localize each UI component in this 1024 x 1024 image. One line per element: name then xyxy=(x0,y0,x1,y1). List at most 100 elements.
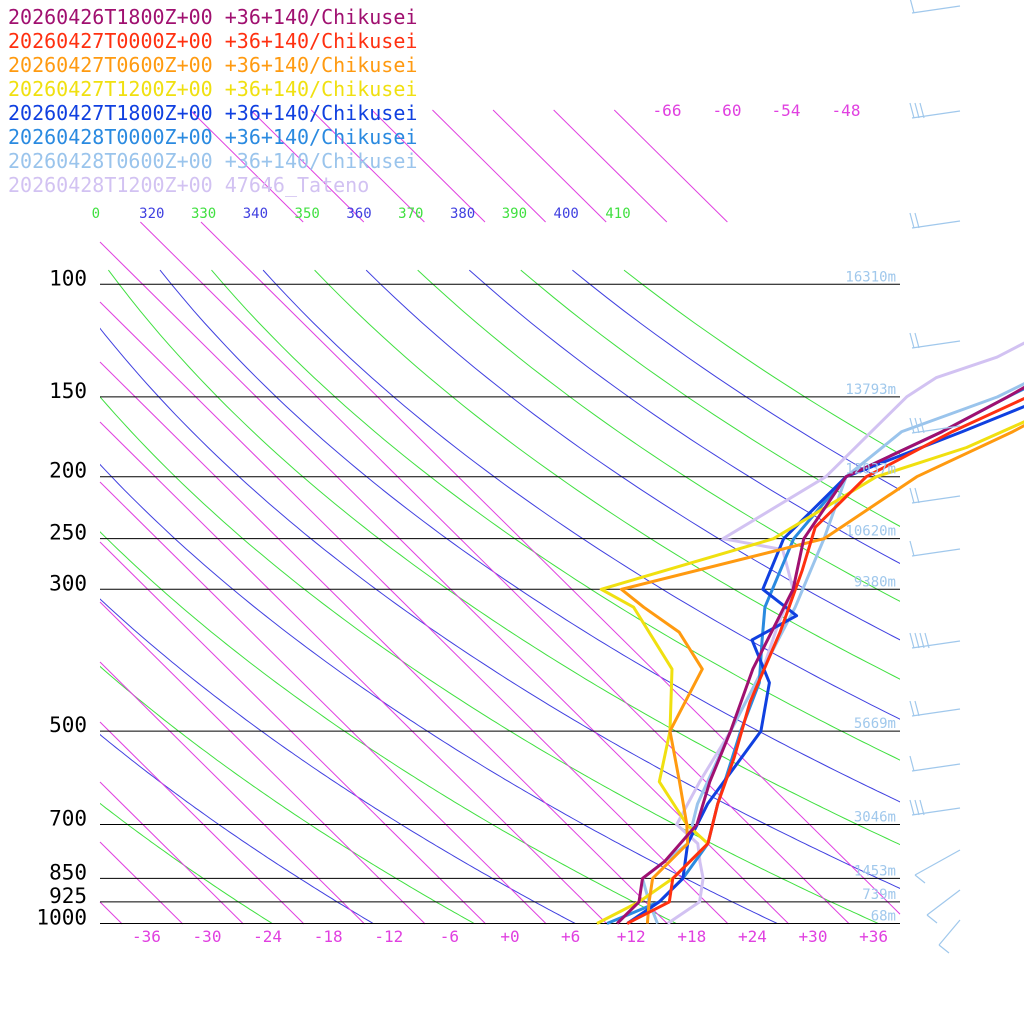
isotherms xyxy=(99,109,901,925)
wind-barb-feather xyxy=(919,799,925,816)
pressure-tick-label: 500 xyxy=(49,713,87,737)
isotherm-line xyxy=(140,221,850,925)
wind-barb-feather xyxy=(914,332,920,349)
wind-barb xyxy=(909,700,961,717)
isotherm-line xyxy=(99,241,790,925)
temperature-tick-label: +0 xyxy=(500,927,519,946)
wind-barb-staff xyxy=(911,5,961,14)
dry-adiabat-line xyxy=(100,327,900,889)
legend-entry: 20260427T0600Z+00 +36+140/Chikusei xyxy=(8,53,417,77)
upper-temperature-label: -66 xyxy=(653,101,682,120)
height-label: 12037m xyxy=(845,462,896,478)
height-label: 1453m xyxy=(854,863,896,879)
wind-barb-feather xyxy=(914,799,920,816)
dry-adiabat-line xyxy=(468,269,900,565)
pressure-tick-label: 925 xyxy=(49,884,87,908)
legend-entry: 20260427T1200Z+00 +36+140/Chikusei xyxy=(8,77,417,101)
isotherm-upper-line xyxy=(250,109,365,223)
wind-barb-feather xyxy=(909,102,915,119)
wind-barb-feather xyxy=(924,632,930,649)
isotherm-line xyxy=(99,661,365,925)
temperature-tick-label: -18 xyxy=(314,927,343,946)
wind-barb-feather xyxy=(914,212,920,229)
dry-adiabat-line xyxy=(100,396,881,924)
isotherm-line xyxy=(99,361,668,925)
wind-barb-staff xyxy=(911,425,961,434)
series-line xyxy=(616,385,1024,925)
temperature-tick-label: -30 xyxy=(193,927,222,946)
legend-entry: 20260428T0000Z+00 +36+140/Chikusei xyxy=(8,125,417,149)
isotherm-line xyxy=(99,601,426,925)
isotherm-line xyxy=(200,221,901,915)
pressure-tick-label: 1000 xyxy=(36,906,87,930)
temperature-tick-label: +12 xyxy=(617,927,646,946)
wind-barb xyxy=(909,0,961,14)
theta-label: 340 xyxy=(243,206,268,222)
dry-adiabat-line xyxy=(520,269,900,527)
isotherm-upper-line xyxy=(492,109,607,223)
wind-barb-feather xyxy=(914,102,920,119)
height-label: 13793m xyxy=(845,382,896,398)
isotherm-upper-line xyxy=(189,109,304,223)
dry-adiabat-line xyxy=(211,269,900,761)
temperature-tick-label: +30 xyxy=(799,927,828,946)
wind-barb-staff xyxy=(926,889,961,916)
temperature-tick-label: +18 xyxy=(677,927,706,946)
wind-barb-staff xyxy=(911,110,961,119)
wind-barb xyxy=(909,540,961,557)
theta-label: 380 xyxy=(450,206,475,222)
legend-entry: 20260427T1800Z+00 +36+140/Chikusei xyxy=(8,101,417,125)
series-line xyxy=(626,405,1024,925)
wind-barb-feather xyxy=(919,102,925,119)
wind-barb-feather xyxy=(909,540,915,557)
upper-temperature-labels: -66 -60 -54 -48 xyxy=(653,101,861,120)
wind-barb xyxy=(938,919,961,954)
wind-barb xyxy=(909,799,961,816)
temperature-tick-labels: -36 -30 -24 -18 -12 -6 +0 +6 +12 +18 +24 +30 +36 xyxy=(132,927,888,946)
dry-adiabat-line xyxy=(365,269,900,641)
series-line xyxy=(606,387,1024,925)
theta-label: 370 xyxy=(398,206,423,222)
isotherm-line xyxy=(99,421,608,925)
wind-barb-feather xyxy=(909,212,915,229)
wind-barb-staff xyxy=(911,640,961,649)
dry-adiabat-line xyxy=(623,269,900,455)
height-label: 739m xyxy=(862,887,896,903)
wind-barb xyxy=(909,417,961,434)
legend: 20260426T1800Z+00 +36+140/Chikusei202604… xyxy=(8,5,417,197)
wind-barb-feather xyxy=(909,332,915,349)
pressure-tick-label: 150 xyxy=(49,379,87,403)
isotherm-line xyxy=(99,481,547,925)
theta-label: 0 xyxy=(92,206,100,222)
dry-adiabat-line xyxy=(417,269,900,602)
height-label: 9380m xyxy=(854,574,896,590)
upper-temperature-label: -48 xyxy=(832,101,861,120)
isotherm-upper-line xyxy=(432,109,546,223)
isobars xyxy=(100,283,900,924)
wind-barb-feather xyxy=(909,755,915,772)
pressure-tick-label: 100 xyxy=(49,266,87,290)
height-labels: 16310m 13793m 12037m 10620m 9380m 5669m 3046m 1… xyxy=(845,269,896,924)
wind-barb-feather xyxy=(914,700,920,717)
wind-barb-staff xyxy=(911,763,961,772)
isotherm-upper-line xyxy=(553,109,668,223)
isotherm-line xyxy=(99,841,184,925)
wind-barb-staff xyxy=(938,919,961,946)
pressure-tick-label: 300 xyxy=(49,571,87,595)
theta-label: 330 xyxy=(191,206,216,222)
wind-barb-feather xyxy=(909,487,915,504)
dry-adiabat-line xyxy=(314,269,900,680)
legend-entry: 20260427T0000Z+00 +36+140/Chikusei xyxy=(8,29,417,53)
wind-barb-feather xyxy=(909,700,915,717)
pressure-tick-label: 250 xyxy=(49,521,87,545)
theta-label: 360 xyxy=(346,206,371,222)
temperature-profiles xyxy=(596,341,1024,925)
height-label: 68m xyxy=(871,909,896,925)
wind-barb-feather xyxy=(919,417,925,434)
theta-label: 390 xyxy=(502,206,527,222)
dry-adiabat-line xyxy=(100,598,578,924)
temperature-tick-label: -24 xyxy=(253,927,282,946)
wind-barb-feather xyxy=(914,417,920,434)
